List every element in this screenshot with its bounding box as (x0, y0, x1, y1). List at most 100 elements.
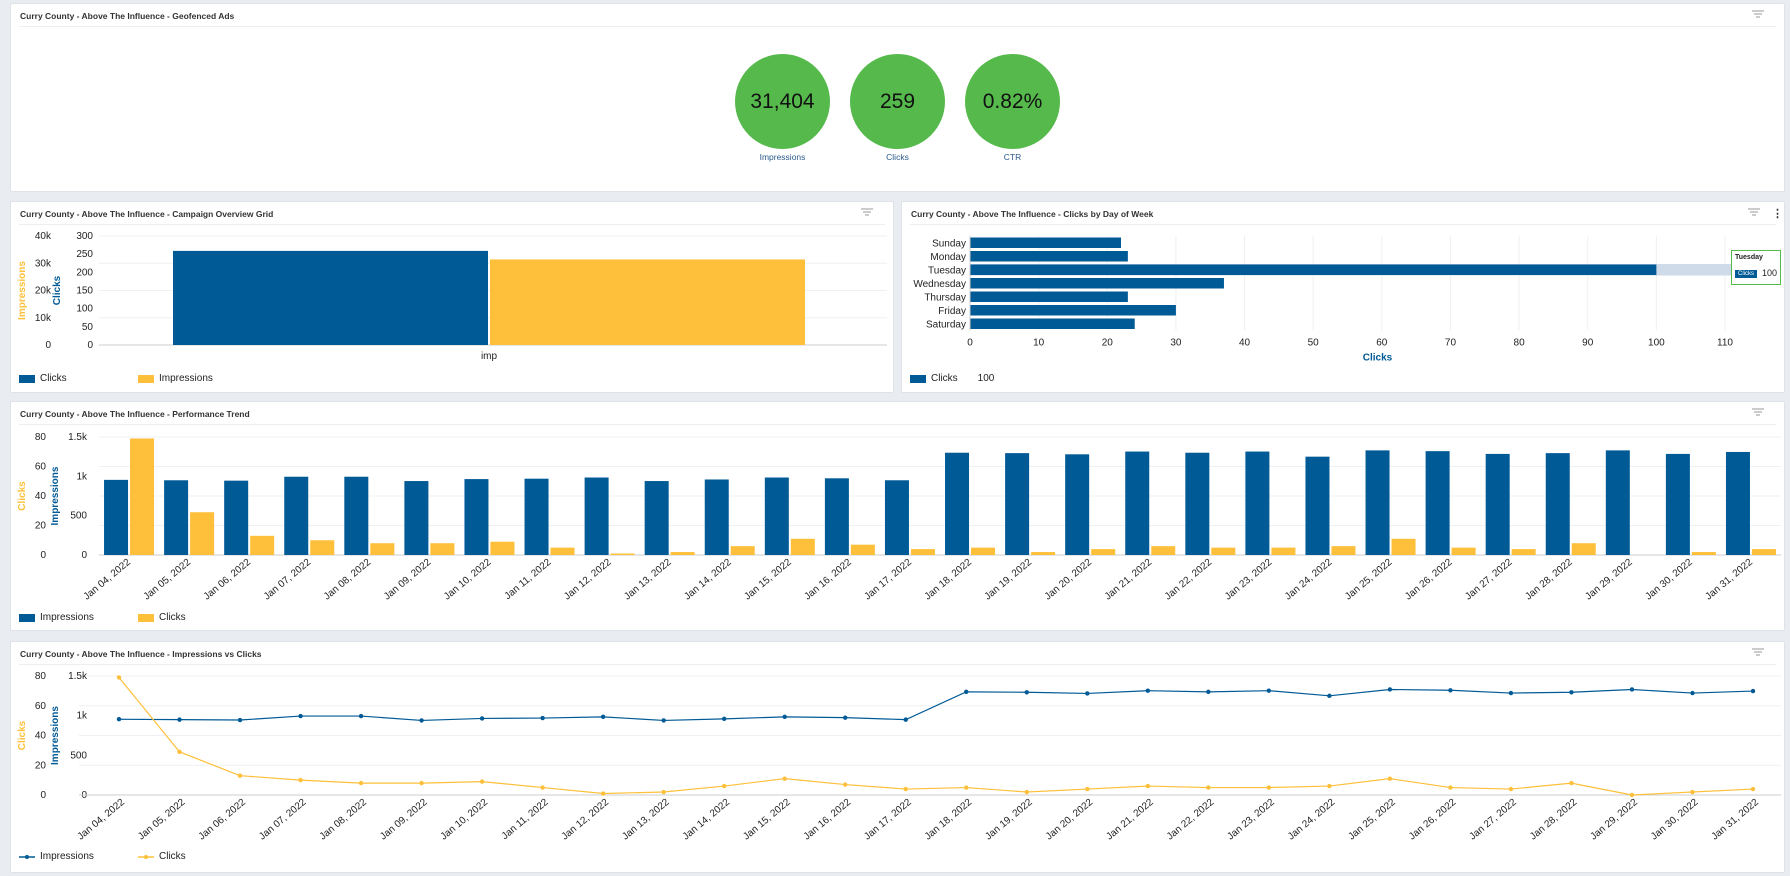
swatch (910, 374, 926, 383)
bar-impressions (764, 477, 789, 555)
panel-title: Curry County - Above The Influence - Geo… (20, 11, 235, 21)
y-axis-title: Clicks (52, 275, 63, 305)
legend-value: 100 (977, 373, 995, 384)
point-impressions (600, 714, 606, 720)
bar-clicks (430, 543, 455, 555)
bar-clicks (1391, 538, 1416, 555)
x-tick-label: 40 (1239, 338, 1251, 349)
x-tick-label: Jan 25, 2022 (1346, 797, 1398, 843)
bar-clicks (173, 250, 488, 345)
y-tick-label: 250 (76, 249, 93, 260)
x-tick-label: 20 (1102, 338, 1114, 349)
x-tick-label: Jan 08, 2022 (322, 557, 374, 603)
point-impressions (358, 713, 364, 719)
x-tick-label: Jan 19, 2022 (983, 557, 1035, 603)
bar-clicks (1271, 547, 1296, 555)
y-tick-label: Tuesday (928, 265, 966, 276)
point-impressions (843, 715, 848, 720)
x-tick-label: Jan 11, 2022 (500, 797, 551, 842)
x-tick-label: Jan 11, 2022 (503, 557, 554, 602)
y-tick-label: 150 (76, 286, 93, 297)
x-tick-label: Jan 18, 2022 (923, 797, 975, 843)
filter-icon[interactable] (1752, 648, 1764, 656)
legend-label: Clicks (40, 373, 67, 384)
point-impressions (1085, 691, 1090, 696)
bar-tuesday (970, 264, 1657, 275)
x-tick-label: Jan 29, 2022 (1583, 557, 1635, 603)
point-clicks (782, 776, 787, 781)
x-tick-label: Jan 06, 2022 (202, 557, 254, 603)
bar-clicks (1691, 552, 1716, 555)
y-tick-label: 20k (35, 286, 52, 297)
bar-clicks (1151, 546, 1176, 555)
kpi-label: Clicks (886, 152, 909, 162)
point-clicks (1266, 785, 1272, 790)
swatch (19, 613, 35, 622)
line-impressions (118, 688, 1754, 722)
legend-item-clicks[interactable]: Clicks (138, 851, 186, 862)
kpi-value: 0.82% (982, 89, 1043, 113)
x-tick-label: Jan 30, 2022 (1649, 797, 1701, 843)
bar-impressions (584, 477, 609, 555)
bar-impressions (1305, 456, 1330, 555)
legend-label: Clicks (931, 373, 958, 384)
filter-icon[interactable] (1748, 208, 1760, 216)
legend-label: Impressions (40, 851, 94, 862)
line-swatch (138, 854, 154, 859)
bar-impressions (464, 479, 489, 555)
legend-item-clicks[interactable]: Clicks 100 (910, 373, 994, 384)
bar-clicks (550, 547, 575, 555)
point-impressions (1266, 688, 1272, 693)
y-tick-label: 20 (35, 521, 47, 532)
point-impressions (1690, 690, 1695, 696)
x-tick-label: Jan 09, 2022 (382, 557, 434, 603)
bar-impressions (1605, 450, 1630, 555)
y-tick-label: Thursday (924, 292, 966, 303)
x-tick-label: Jan 24, 2022 (1286, 797, 1338, 843)
legend-label: Clicks (159, 612, 186, 623)
filter-icon[interactable] (1752, 10, 1764, 18)
tooltip-series-chip: Clicks (1735, 270, 1757, 278)
divider (19, 424, 1776, 425)
legend-item-clicks[interactable]: Clicks (19, 373, 67, 384)
x-tick-label: Jan 14, 2022 (681, 797, 733, 843)
point-clicks (358, 780, 364, 786)
bar-clicks (1451, 547, 1476, 555)
x-tick-label: 90 (1582, 338, 1594, 349)
legend-item-impressions[interactable]: Impressions (19, 612, 94, 623)
bar-clicks (730, 546, 755, 555)
x-tick-label: Jan 18, 2022 (923, 557, 975, 603)
point-clicks (237, 773, 243, 778)
x-tick-label: Jan 10, 2022 (442, 557, 494, 603)
x-tick-label: Jan 23, 2022 (1223, 557, 1275, 603)
y-axis-title: Clicks (17, 720, 28, 750)
x-tick-label: 110 (1717, 338, 1733, 349)
filter-icon[interactable] (861, 208, 873, 216)
bar-impressions (1125, 451, 1150, 555)
more-options-icon[interactable]: ⋮ (1772, 208, 1783, 220)
y-tick-label: 0 (81, 550, 87, 561)
point-impressions (1750, 688, 1756, 694)
overview-chart: 0 10k 20k 30k 40k 0 50 100 150 200 250 300 Impressio… (17, 231, 887, 362)
x-tick-label: Jan 04, 2022 (76, 797, 128, 843)
bar-impressions (704, 479, 729, 555)
y-tick-label: 20 (35, 760, 47, 771)
bar-clicks (1331, 546, 1356, 555)
point-clicks (721, 783, 727, 789)
point-clicks (964, 785, 969, 790)
x-tick-label: Jan 19, 2022 (983, 797, 1035, 843)
legend-item-impressions[interactable]: Impressions (19, 851, 94, 862)
y-tick-label: Saturday (926, 319, 966, 330)
legend-item-clicks[interactable]: Clicks (138, 612, 186, 623)
legend-item-impressions[interactable]: Impressions (138, 373, 213, 384)
kpi-circle-ctr: 0.82% (965, 54, 1060, 149)
bar-impressions (164, 480, 189, 555)
x-tick-label: Jan 26, 2022 (1403, 557, 1455, 603)
trend-panel: Curry County - Above The Influence - Per… (10, 401, 1785, 631)
y-tick-label: 60 (35, 462, 47, 473)
filter-icon[interactable] (1752, 408, 1764, 416)
bar-clicks (370, 543, 395, 555)
y-tick-label: 10k (35, 313, 52, 324)
point-clicks (1629, 792, 1635, 798)
bar-impressions (1245, 451, 1270, 555)
